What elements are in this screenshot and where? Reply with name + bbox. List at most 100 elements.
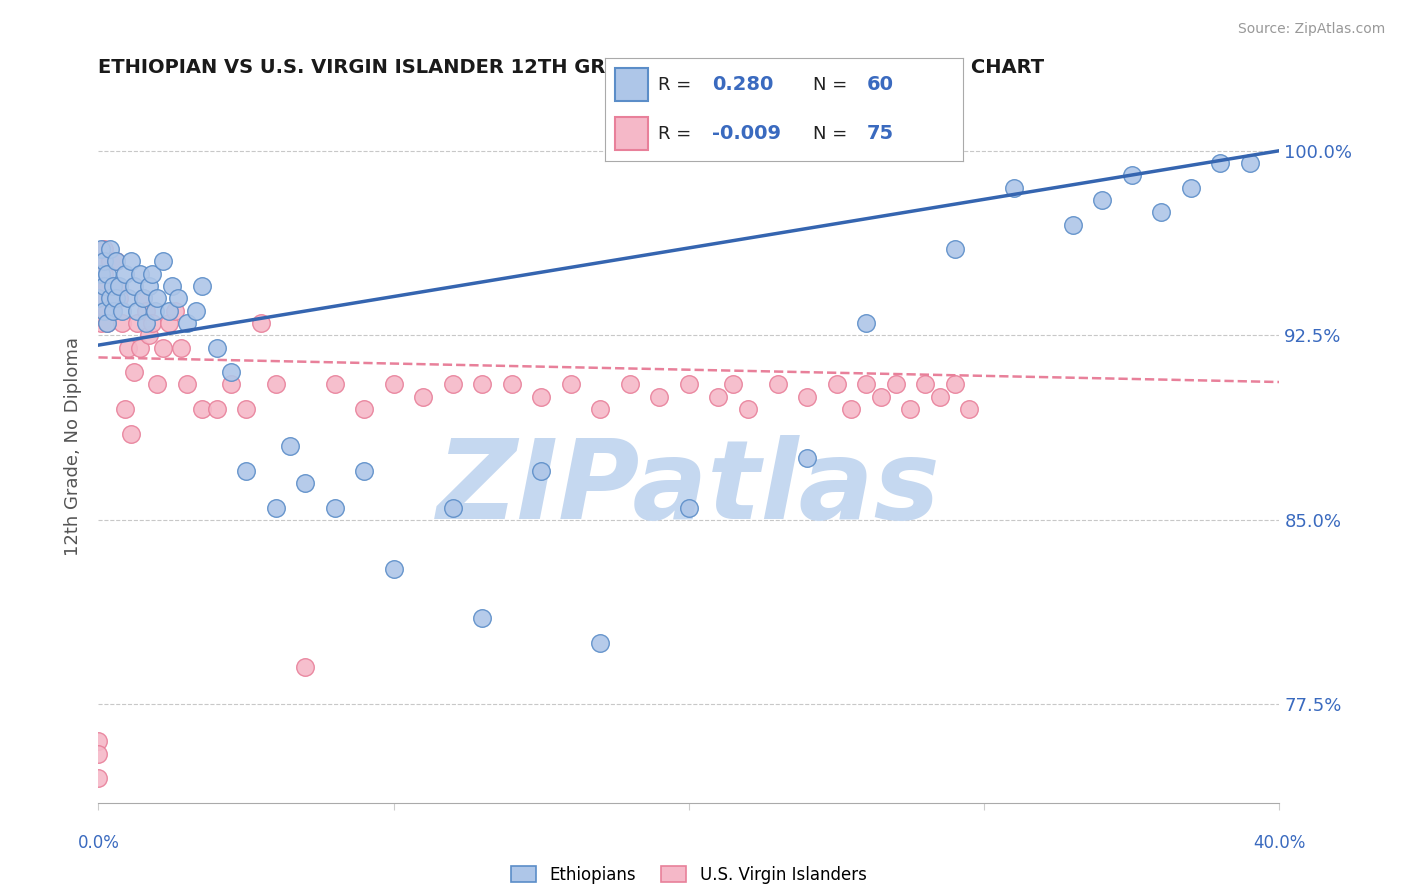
Point (152, 341, 174, 355)
Point (619, 377, 641, 392)
Point (855, 377, 877, 392)
Point (111, 316, 134, 330)
Point (122, 365, 145, 379)
Point (117, 291, 139, 305)
Point (157, 316, 180, 330)
Point (928, 390, 950, 404)
Point (165, 303, 187, 318)
Point (146, 291, 169, 305)
Point (87, 734, 110, 748)
Point (170, 341, 193, 355)
Point (382, 377, 405, 392)
Point (1239, 156, 1261, 170)
Point (90, 316, 112, 330)
Point (648, 390, 671, 404)
Text: N =: N = (813, 76, 846, 94)
Point (471, 377, 494, 392)
Point (353, 464, 375, 478)
Point (96, 267, 118, 281)
Point (737, 402, 759, 417)
Point (1091, 193, 1114, 207)
Point (205, 341, 228, 355)
Point (122, 279, 145, 293)
Point (855, 316, 877, 330)
Point (98, 291, 121, 305)
Text: Source: ZipAtlas.com: Source: ZipAtlas.com (1237, 22, 1385, 37)
Point (530, 390, 553, 404)
Point (103, 279, 125, 293)
Point (96, 316, 118, 330)
Point (323, 500, 346, 515)
Point (1150, 205, 1173, 219)
Point (87, 747, 110, 761)
Point (125, 316, 148, 330)
Point (98, 291, 121, 305)
Point (98, 254, 121, 268)
Point (90, 279, 112, 293)
Point (678, 500, 700, 515)
Point (884, 377, 907, 392)
Point (146, 377, 169, 392)
Point (250, 316, 273, 330)
Point (441, 377, 464, 392)
Point (93, 303, 115, 318)
Point (132, 291, 155, 305)
Point (167, 291, 190, 305)
Point (96, 303, 118, 318)
Point (294, 475, 316, 490)
Point (93, 267, 115, 281)
Point (162, 279, 183, 293)
Point (125, 303, 148, 318)
Point (90, 291, 112, 305)
Point (294, 660, 316, 674)
Point (98, 242, 121, 256)
Point (152, 254, 174, 268)
Point (120, 426, 142, 441)
Point (1062, 218, 1084, 232)
Point (141, 316, 163, 330)
Point (943, 242, 966, 256)
Point (114, 402, 136, 417)
Point (103, 291, 125, 305)
Point (93, 254, 115, 268)
Point (264, 500, 287, 515)
Point (114, 267, 136, 281)
Point (108, 279, 131, 293)
Text: ZIPatlas: ZIPatlas (437, 435, 941, 542)
Point (128, 267, 150, 281)
Point (191, 402, 214, 417)
Point (93, 279, 115, 293)
Point (382, 562, 405, 576)
Point (943, 377, 966, 392)
Legend: Ethiopians, U.S. Virgin Islanders: Ethiopians, U.S. Virgin Islanders (505, 860, 873, 891)
Point (105, 291, 128, 305)
Point (90, 267, 112, 281)
Point (219, 377, 242, 392)
Point (135, 316, 157, 330)
Point (176, 377, 198, 392)
Point (87, 291, 110, 305)
Point (841, 402, 863, 417)
Point (103, 303, 125, 318)
Y-axis label: 12th Grade, No Diploma: 12th Grade, No Diploma (65, 336, 83, 556)
Point (90, 242, 112, 256)
Point (138, 328, 160, 343)
Point (105, 254, 128, 268)
Point (90, 267, 112, 281)
Point (117, 341, 139, 355)
Point (589, 636, 612, 650)
Point (825, 377, 848, 392)
Point (323, 377, 346, 392)
Point (135, 303, 157, 318)
Point (796, 390, 818, 404)
Point (914, 377, 936, 392)
Text: ETHIOPIAN VS U.S. VIRGIN ISLANDER 12TH GRADE, NO DIPLOMA CORRELATION CHART: ETHIOPIAN VS U.S. VIRGIN ISLANDER 12TH G… (98, 57, 1045, 77)
Text: 0.280: 0.280 (713, 75, 773, 95)
Text: R =: R = (658, 76, 692, 94)
Text: N =: N = (813, 125, 846, 143)
Point (471, 611, 494, 625)
Point (1209, 156, 1232, 170)
Text: 0.0%: 0.0% (77, 834, 120, 852)
Point (132, 291, 155, 305)
Point (589, 402, 612, 417)
